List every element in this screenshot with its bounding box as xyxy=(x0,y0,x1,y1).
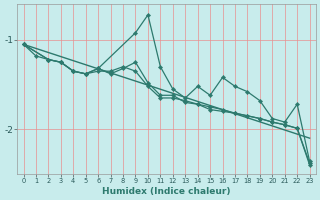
X-axis label: Humidex (Indice chaleur): Humidex (Indice chaleur) xyxy=(102,187,231,196)
